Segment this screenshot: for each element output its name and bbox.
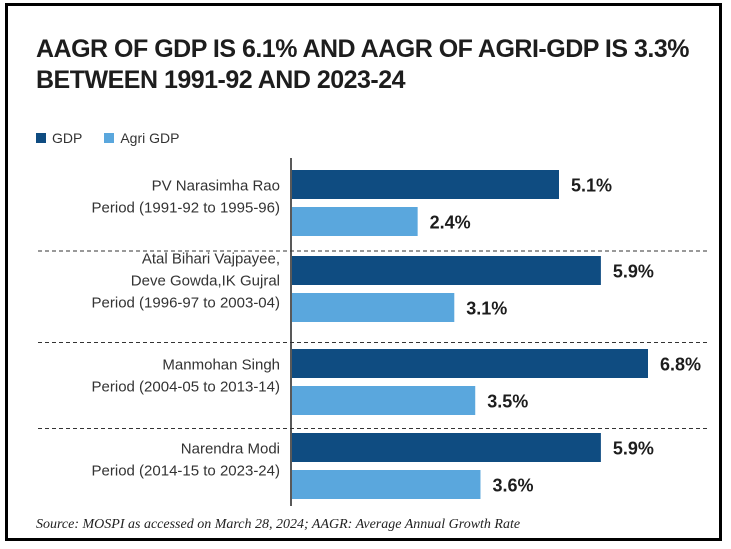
- bar-chart: PV Narasimha Rao Period (1991-92 to 1995-…: [38, 158, 708, 506]
- legend-item-agri: Agri GDP: [104, 130, 179, 146]
- bar-agri-gdp: [292, 207, 418, 236]
- legend-label-agri: Agri GDP: [120, 130, 180, 146]
- data-label-gdp: 6.8%: [660, 355, 701, 375]
- chart-frame: AAGR OF GDP IS 6.1% AND AAGR OF AGRI-GDP…: [5, 3, 722, 541]
- chart-title: AAGR OF GDP IS 6.1% AND AAGR OF AGRI-GDP…: [36, 35, 689, 94]
- source-note: Source: MOSPI as accessed on March 28, 2…: [36, 517, 521, 532]
- category-label-line: Period (2004-05 to 2013-14): [92, 379, 280, 396]
- bar-gdp: [292, 349, 648, 378]
- legend-swatch-agri: [104, 133, 115, 143]
- category-label-line: Period (1991-92 to 1995-96): [92, 200, 280, 217]
- bar-agri-gdp: [292, 470, 481, 499]
- data-label-agri-gdp: 3.5%: [487, 392, 528, 412]
- data-label-agri-gdp: 2.4%: [430, 213, 471, 233]
- legend-item-gdp: GDP: [36, 130, 82, 146]
- legend-label-gdp: GDP: [52, 130, 83, 146]
- category-label-line: Period (2014-15 to 2023-24): [92, 463, 280, 480]
- category-label-line: Atal Bihari Vajpayee,: [142, 251, 280, 268]
- category-label-line: Narendra Modi: [181, 441, 280, 458]
- category-label-line: Manmohan Singh: [162, 357, 280, 374]
- bar-gdp: [292, 433, 601, 462]
- legend-swatch-gdp: [36, 133, 46, 143]
- category-label-line: Period (1996-97 to 2003-04): [92, 295, 280, 312]
- data-label-gdp: 5.9%: [613, 439, 654, 459]
- bar-gdp: [292, 256, 601, 285]
- data-label-gdp: 5.9%: [613, 262, 654, 282]
- bar-gdp: [292, 170, 559, 199]
- category-label-line: Deve Gowda,IK Gujral: [131, 273, 280, 290]
- data-label-agri-gdp: 3.6%: [492, 476, 533, 496]
- data-label-agri-gdp: 3.1%: [466, 299, 507, 319]
- bar-agri-gdp: [292, 293, 455, 322]
- legend: GDP Agri GDP: [36, 130, 201, 146]
- data-label-gdp: 5.1%: [571, 176, 612, 196]
- category-label-line: PV Narasimha Rao: [152, 178, 280, 195]
- bar-agri-gdp: [292, 386, 476, 415]
